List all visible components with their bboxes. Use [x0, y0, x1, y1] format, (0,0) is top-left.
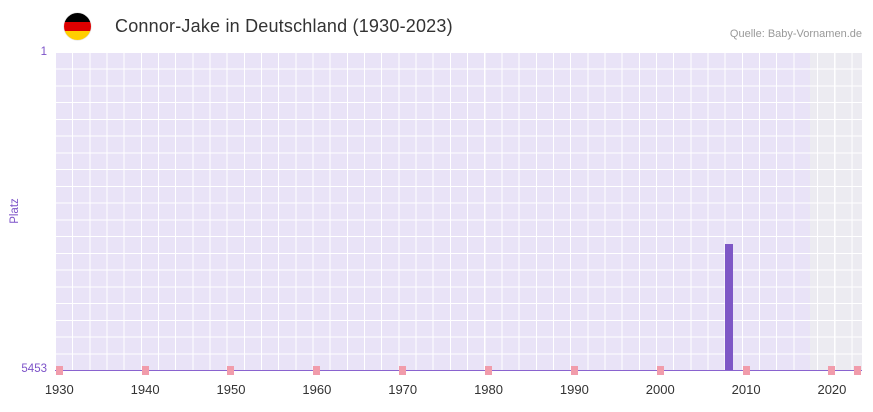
y-axis-title: Platz	[9, 198, 21, 224]
rank-bar[interactable]	[724, 244, 733, 370]
x-axis-label: 1950	[216, 382, 246, 397]
x-axis-tick-mark	[55, 366, 63, 375]
x-axis-tick-mark	[227, 366, 235, 375]
plot-area: 1930 1940 1950 1960 1970 1980 1990 2000 2010 2020	[45, 52, 862, 397]
x-axis-tick-mark	[742, 366, 750, 375]
y-axis-label-top: 1	[40, 46, 47, 58]
y-axis-label-bottom: 5453	[21, 363, 47, 375]
x-axis-label: 1970	[388, 382, 418, 397]
x-axis-label: 2020	[817, 382, 847, 397]
x-axis-tick-mark	[656, 366, 664, 375]
x-axis-label: 1960	[302, 382, 332, 397]
x-axis-tick-mark	[313, 366, 321, 375]
source-credit: Quelle: Baby-Vornamen.de	[729, 28, 862, 40]
x-axis-label: 1930	[44, 382, 74, 397]
x-axis-tick-mark	[570, 366, 578, 375]
germany-flag-icon	[64, 13, 91, 40]
x-axis-tick-mark	[828, 366, 836, 375]
x-axis-label: 1980	[474, 382, 503, 397]
x-axis-label: 2000	[645, 382, 675, 397]
x-axis-tick-mark	[141, 366, 149, 375]
x-axis-label: 1940	[130, 382, 160, 397]
x-axis-tick-mark	[485, 366, 493, 375]
chart-title: Connor-Jake in Deutschland (1930-2023)	[115, 16, 453, 36]
recent-years-band	[810, 52, 862, 370]
x-axis-label: 1990	[559, 382, 589, 397]
x-axis-tick-mark	[854, 366, 862, 375]
x-axis-tick-mark	[399, 366, 407, 375]
x-axis-label: 2010	[731, 382, 761, 397]
